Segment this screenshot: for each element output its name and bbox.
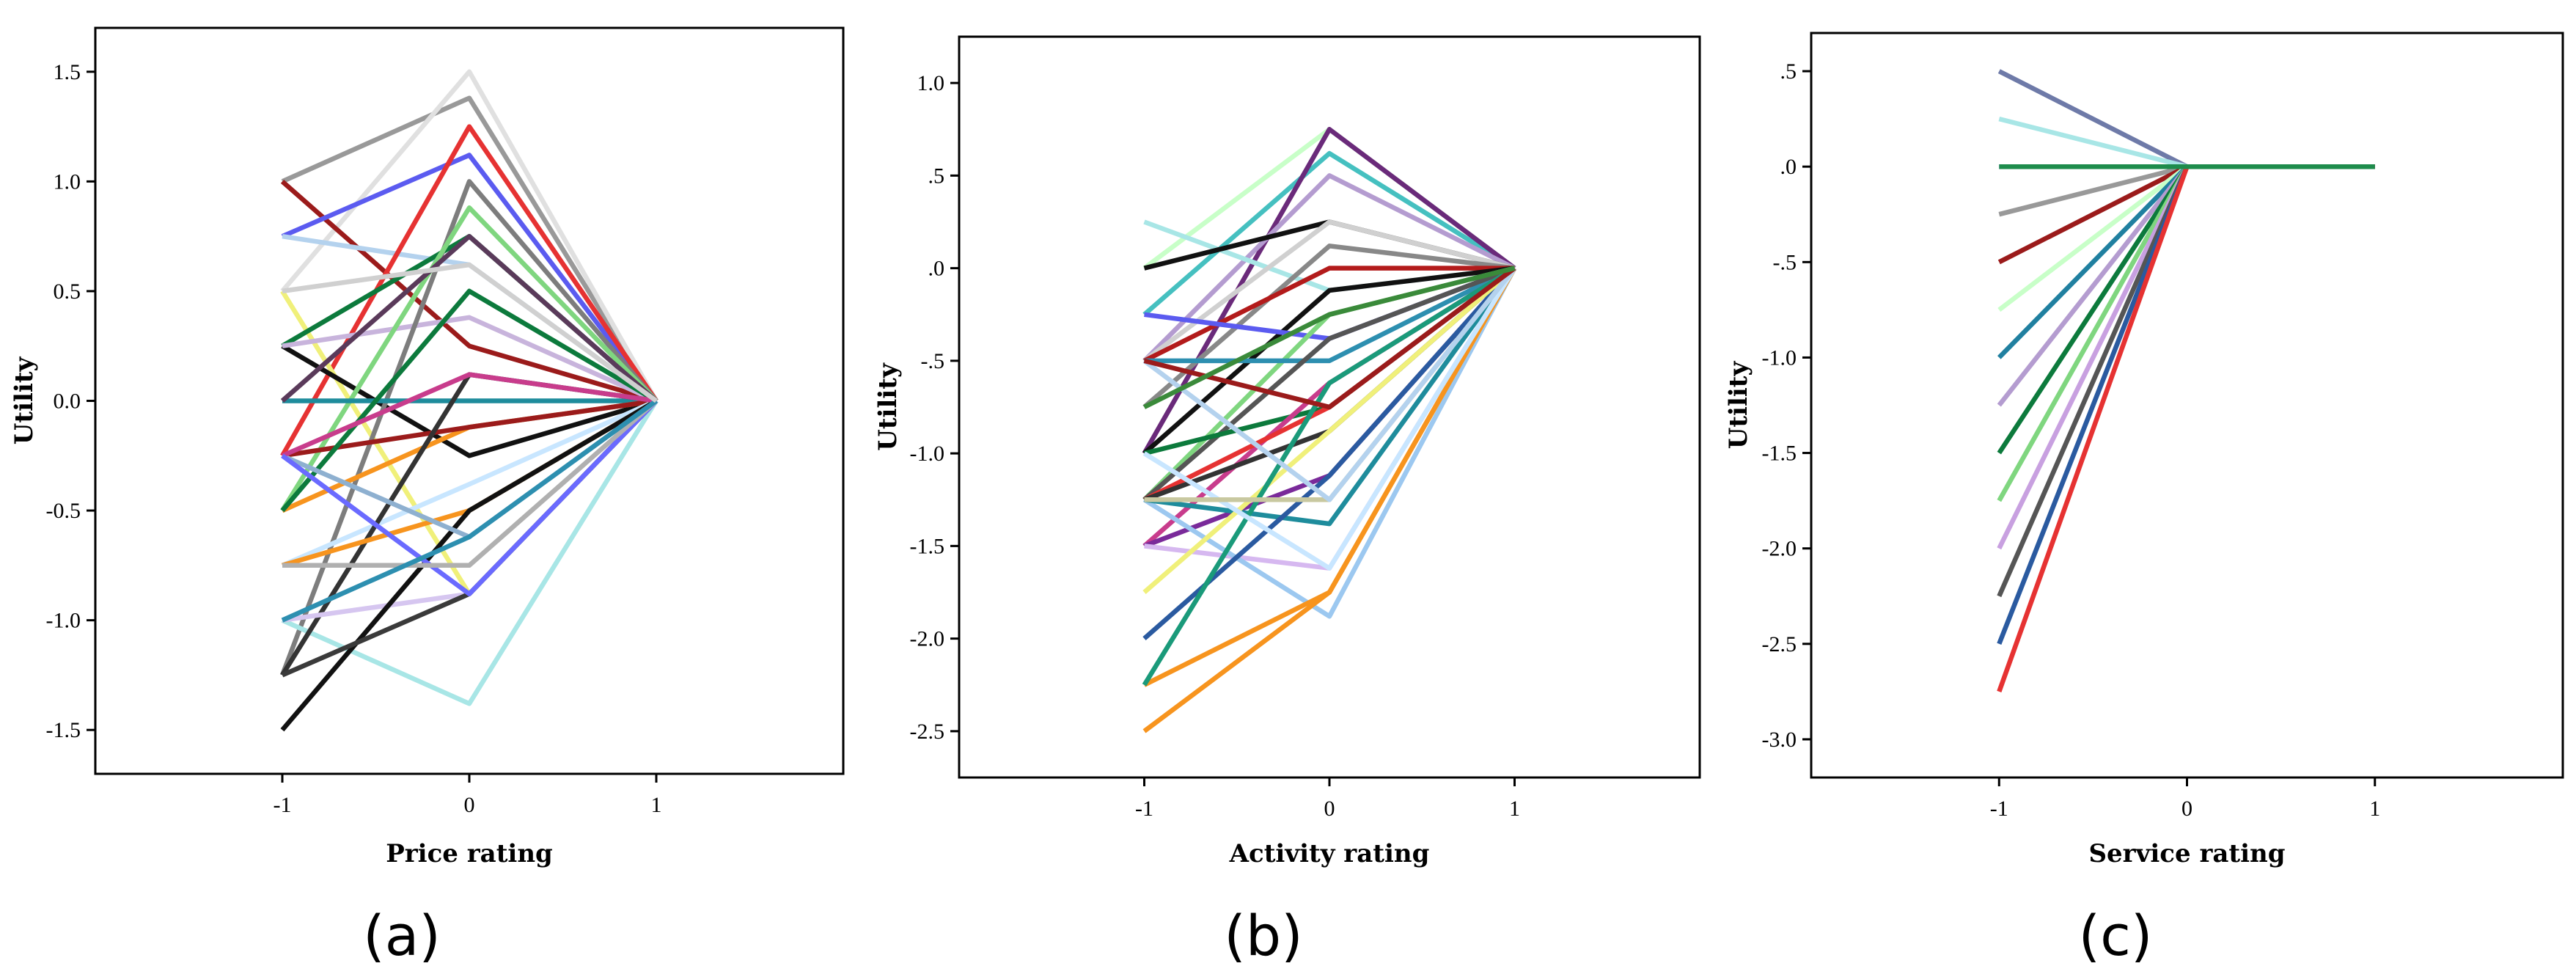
y-tick-label: -2.5 [910, 720, 945, 744]
panel-label: (b) [1224, 903, 1303, 968]
series-line [1142, 266, 1516, 502]
x-tick-label: -1 [1990, 797, 2008, 821]
y-tick-label: -2.0 [1762, 537, 1797, 561]
y-tick-label: -1.0 [46, 609, 81, 633]
plot-frame [1810, 32, 2564, 779]
series-line [1143, 266, 1516, 409]
series-line [1144, 266, 1517, 527]
series-line [281, 95, 658, 403]
series-line [281, 343, 657, 458]
x-tick-label: 0 [1324, 797, 1335, 821]
series-line [280, 69, 658, 403]
panel-label: (c) [2078, 903, 2152, 968]
series-line [281, 372, 657, 458]
x-tick-label: 0 [2181, 797, 2192, 821]
panel-label: (a) [363, 903, 441, 968]
series-line [1142, 266, 1516, 687]
series-line [280, 205, 658, 512]
series-line [1997, 164, 2375, 265]
series-line [282, 398, 657, 458]
series-line [280, 179, 657, 403]
x-tick-label: -1 [1135, 797, 1153, 821]
x-axis-title: Price rating [386, 839, 553, 868]
series-line [281, 398, 658, 568]
y-tick-label: -.5 [1773, 250, 1797, 274]
series-line [1997, 164, 2375, 312]
chart-c: .5 .0 -.5 -1.0 -1.5 -2.0 -2.5 -3.0 -1 0 1 Service r… [1724, 32, 2564, 968]
x-tick-label: 1 [1509, 797, 1520, 821]
series-line [1997, 69, 2375, 169]
y-tick-label: .0 [1780, 155, 1797, 179]
y-tick-label: -2.0 [910, 627, 945, 651]
series-line [1142, 244, 1515, 409]
series-line [1142, 150, 1516, 317]
y-tick-label: -1.5 [46, 718, 81, 742]
series-group [1142, 127, 1517, 733]
series-line [1142, 266, 1517, 571]
y-tick-label: -1.0 [910, 442, 945, 466]
series-line [1142, 127, 1516, 455]
y-tick-label: -2.5 [1762, 632, 1797, 656]
y-tick-label: -0.5 [46, 499, 81, 523]
series-line [1998, 164, 2375, 217]
series-line [282, 399, 658, 568]
x-axis-title: Service rating [2089, 839, 2286, 868]
series-line [280, 288, 658, 513]
series-line [1144, 266, 1516, 364]
series-line [1143, 266, 1515, 363]
series-line [279, 179, 658, 676]
x-tick-label: 0 [464, 793, 475, 817]
y-tick-label: -1.5 [910, 534, 945, 558]
x-tick-label: -1 [274, 793, 292, 817]
y-tick-label: .5 [1780, 59, 1797, 84]
x-tick-label: 1 [651, 793, 662, 817]
series-line [280, 398, 658, 732]
series-line [281, 398, 658, 623]
series-line [282, 315, 658, 403]
series-line [1997, 164, 2375, 455]
x-tick-label: 1 [2369, 797, 2380, 821]
y-tick-label: 0.5 [54, 279, 81, 304]
y-tick-label: -.5 [921, 349, 945, 373]
y-tick-label: -1.0 [1762, 345, 1797, 370]
series-line [281, 399, 658, 596]
y-tick-label: 0.0 [54, 389, 81, 414]
y-tick-label: 1.5 [54, 60, 81, 84]
series-line [280, 233, 658, 403]
series-line [1142, 266, 1515, 455]
y-tick-label: -1.5 [1762, 442, 1797, 466]
y-tick-label: .0 [928, 257, 945, 281]
y-axis-title: Utility [10, 356, 39, 444]
series-line [1997, 164, 2375, 359]
y-tick-label: .5 [928, 164, 945, 188]
series-line [1998, 116, 2375, 169]
series-line [1142, 173, 1516, 363]
y-tick-label: -3.0 [1762, 728, 1797, 752]
chart-b: 1.0 .5 .0 -.5 -1.0 -1.5 -2.0 -2.5 -1 0 1 Activity r… [873, 35, 1701, 968]
series-line [282, 262, 658, 403]
series-line [1997, 164, 2375, 550]
y-axis-title: Utility [873, 362, 903, 451]
series-line [1142, 266, 1517, 502]
series-group [279, 69, 658, 732]
series-group [1997, 69, 2375, 692]
y-axis-title: Utility [1724, 360, 1753, 449]
series-line [281, 153, 658, 403]
series-line [1142, 266, 1516, 594]
chart-a: 1.5 1.0 0.5 0.0 -0.5 -1.0 -1.5 -1 0 1 Price rating… [10, 26, 845, 968]
series-line [1143, 266, 1517, 687]
y-tick-label: 1.0 [917, 71, 945, 95]
y-tick-label: 1.0 [54, 169, 81, 194]
x-axis-title: Activity rating [1229, 839, 1430, 868]
series-line [1142, 219, 1516, 363]
